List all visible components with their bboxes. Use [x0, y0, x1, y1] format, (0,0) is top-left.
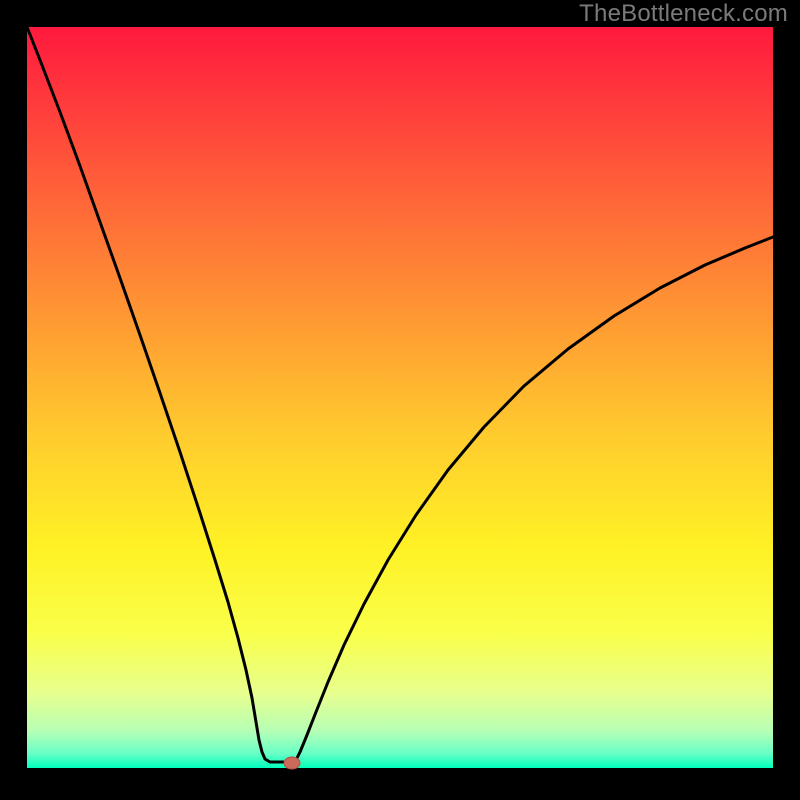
plot-area	[27, 27, 773, 768]
watermark-text: TheBottleneck.com	[579, 0, 788, 28]
bottleneck-chart	[0, 0, 800, 800]
chart-container: TheBottleneck.com	[0, 0, 800, 800]
optimal-point-marker	[284, 757, 300, 769]
